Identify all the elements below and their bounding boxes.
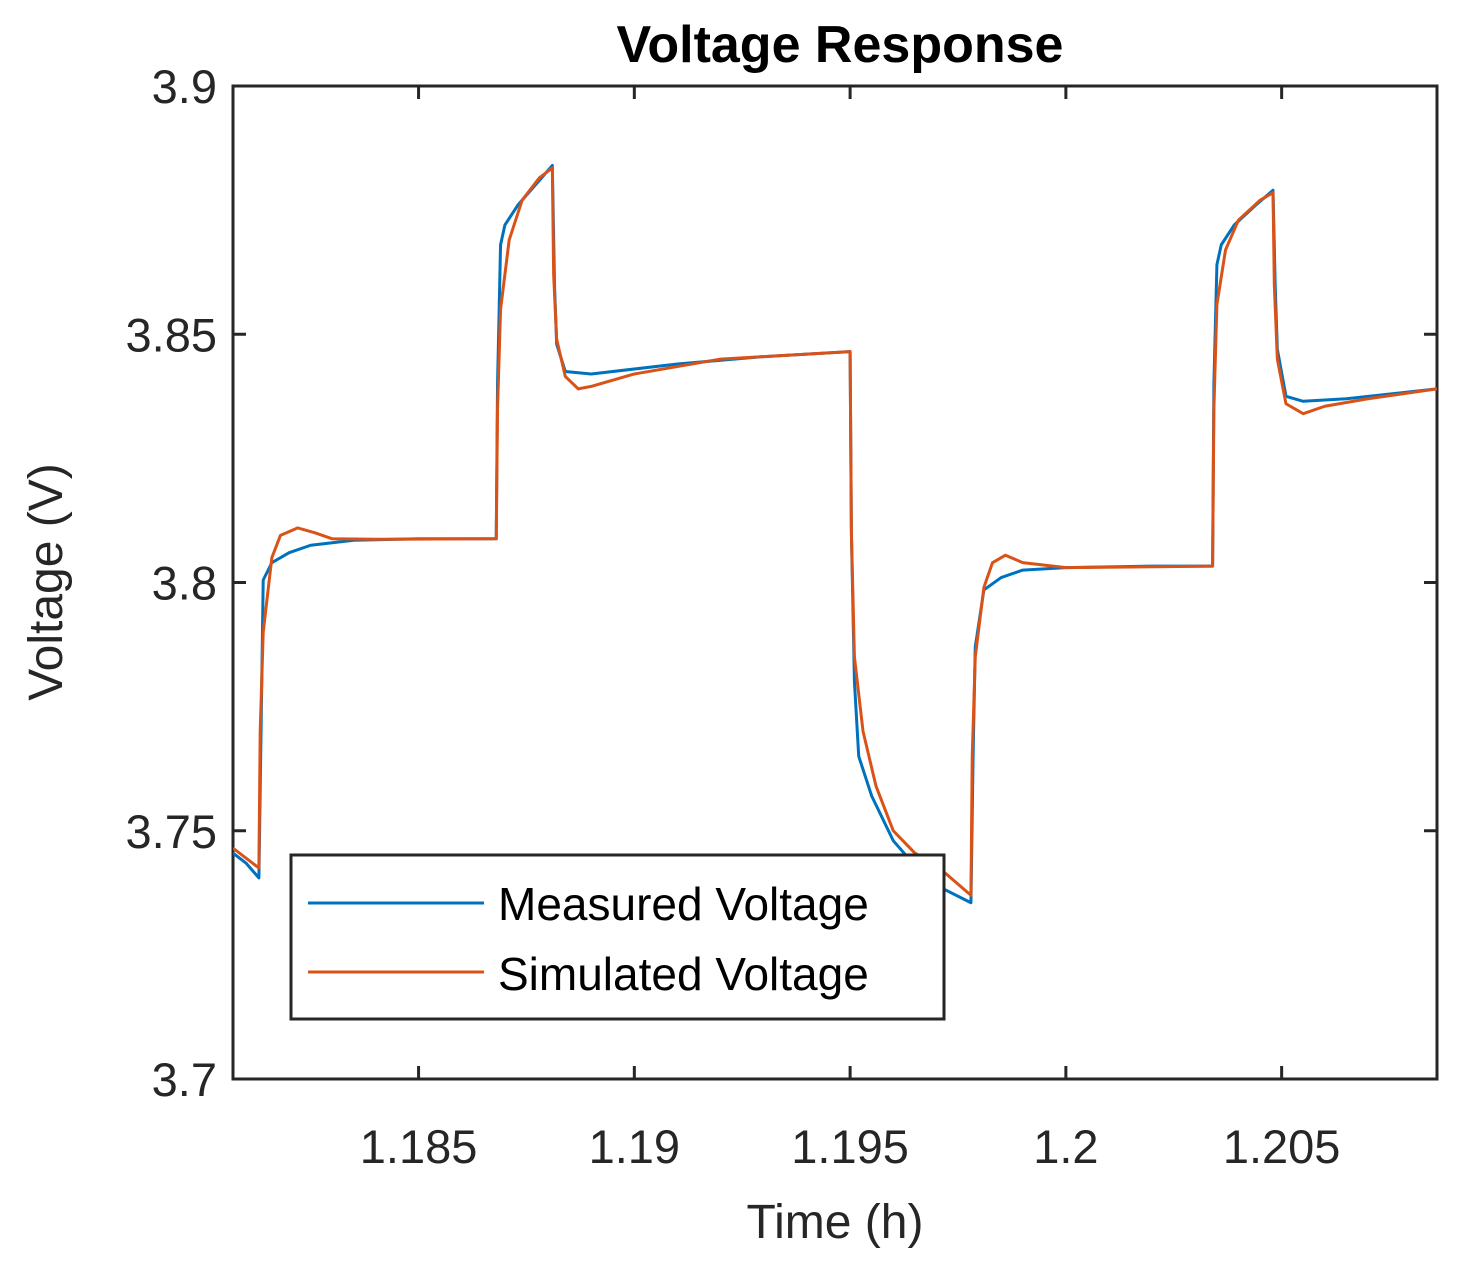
chart-title: Voltage Response	[617, 16, 1064, 74]
series-layer	[233, 163, 1437, 905]
y-tick-label: 3.8	[152, 557, 217, 610]
x-axis-label: Time (h)	[747, 1196, 924, 1249]
series-line-simulated-voltage	[233, 166, 1437, 897]
x-tick-label: 1.185	[360, 1120, 478, 1173]
y-tick-label: 3.7	[152, 1053, 217, 1106]
legend-box	[289, 853, 946, 1021]
legend-label-measured-voltage: Measured Voltage	[498, 878, 869, 930]
x-tick-label: 1.195	[791, 1120, 909, 1173]
y-tick-label: 3.85	[126, 308, 217, 361]
x-tick-label: 1.2	[1033, 1120, 1098, 1173]
y-axis-label: Voltage (V)	[20, 463, 73, 700]
y-tick-label: 3.75	[126, 805, 217, 858]
legend: Measured Voltage Simulated Voltage	[289, 853, 946, 1021]
x-tick-label: 1.19	[589, 1120, 680, 1173]
y-tick-label: 3.9	[152, 60, 217, 113]
legend-label-simulated-voltage: Simulated Voltage	[498, 948, 869, 1000]
ticks-layer: 1.185 1.19 1.195 1.2 1.205 3.7 3.75 3.8 3.85 3.9	[126, 60, 1437, 1173]
x-tick-label: 1.205	[1223, 1120, 1341, 1173]
